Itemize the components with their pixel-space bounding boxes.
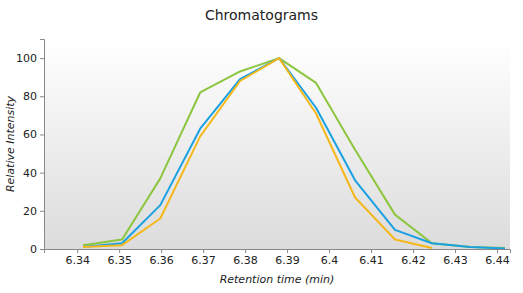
tick-label: 6.36 <box>149 254 174 267</box>
x-axis-label: Retention time (min) <box>220 273 335 286</box>
tick-mark <box>245 249 246 253</box>
tick: 40 <box>23 167 44 180</box>
tick: 6.39 <box>275 249 300 267</box>
tick-mark <box>40 173 44 174</box>
tick-mark <box>40 58 44 59</box>
tick-mark <box>40 96 44 97</box>
tick-label: 6.41 <box>359 254 384 267</box>
tick: 6.43 <box>443 249 468 267</box>
tick-label: 6.35 <box>107 254 132 267</box>
axis-line <box>45 250 511 254</box>
tick-label: 20 <box>23 205 37 218</box>
tick: 80 <box>23 90 44 103</box>
tick-label: 6.37 <box>191 254 216 267</box>
tick-label: 60 <box>23 128 37 141</box>
tick-label: 100 <box>16 52 37 65</box>
tick-mark <box>77 249 78 253</box>
tick: 6.44 <box>485 249 510 267</box>
tick: 20 <box>23 205 44 218</box>
title: Chromatograms <box>205 7 318 23</box>
tick-label: 6.44 <box>485 254 510 267</box>
series-line <box>83 58 432 248</box>
axis-line <box>40 40 45 250</box>
plot-background <box>44 39 510 249</box>
tick: 6.34 <box>65 249 90 267</box>
tick-label: 6.38 <box>233 254 258 267</box>
tick-label: 6.43 <box>443 254 468 267</box>
tick: 100 <box>16 52 44 65</box>
tick-label: 40 <box>23 167 37 180</box>
tick-label: 6.4 <box>321 254 339 267</box>
tick-mark <box>119 249 120 253</box>
tick-label: 80 <box>23 90 37 103</box>
y-axis: 0 20 40 60 80 100 <box>16 40 45 257</box>
chart: 6.34 6.35 6.36 6.37 6.38 6.39 6.4 6.41 6.42 6.43 6… <box>0 0 523 293</box>
tick: 6.42 <box>401 249 426 267</box>
tick-label: 0 <box>30 243 37 256</box>
tick-mark <box>40 134 44 135</box>
tick: 6.35 <box>107 249 132 267</box>
tick-mark <box>203 249 204 253</box>
tick-mark <box>287 249 288 253</box>
tick-mark <box>40 249 44 250</box>
tick: 6.38 <box>233 249 258 267</box>
tick: 6.36 <box>149 249 174 267</box>
tick-label: 6.42 <box>401 254 426 267</box>
y-axis-label: Relative Intensity <box>4 95 17 192</box>
tick-label: 6.39 <box>275 254 300 267</box>
tick-mark <box>413 249 414 253</box>
plot-area <box>83 58 505 248</box>
tick-mark <box>371 249 372 253</box>
tick-label: 6.34 <box>65 254 90 267</box>
x-axis: 6.34 6.35 6.36 6.37 6.38 6.39 6.4 6.41 6.42 6.43 6… <box>45 249 511 267</box>
tick-mark <box>329 249 330 253</box>
tick: 6.4 <box>321 249 339 267</box>
tick: 60 <box>23 128 44 141</box>
tick: 6.41 <box>359 249 384 267</box>
tick-mark <box>40 211 44 212</box>
tick-mark <box>455 249 456 253</box>
tick: 6.37 <box>191 249 216 267</box>
series-line <box>83 58 505 248</box>
tick-mark <box>497 249 498 253</box>
tick-mark <box>161 249 162 253</box>
tick: 0 <box>30 243 44 256</box>
series-line <box>83 58 505 248</box>
